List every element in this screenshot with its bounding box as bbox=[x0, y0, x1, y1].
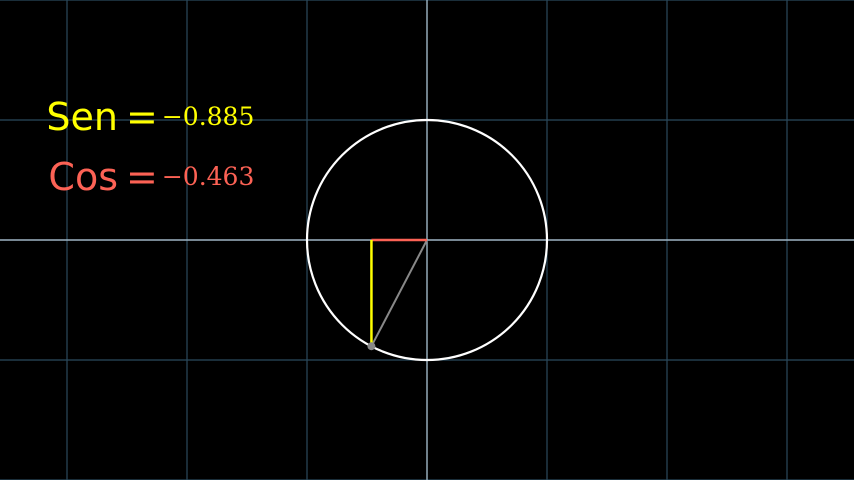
cosine-value: −0.463 bbox=[161, 162, 255, 191]
sine-value: −0.885 bbox=[161, 102, 255, 131]
sine-equals-sign: = bbox=[126, 95, 158, 139]
angle-point bbox=[367, 342, 376, 351]
unit-circle bbox=[305, 118, 549, 362]
radius-line bbox=[370, 239, 428, 347]
sine-readout: Sen = −0.885 bbox=[0, 95, 254, 139]
cosine-equals-sign: = bbox=[126, 155, 158, 199]
cosine-label: Cos bbox=[48, 155, 118, 199]
cosine-readout: Cos = −0.463 bbox=[0, 155, 254, 199]
sine-label: Sen bbox=[46, 95, 118, 139]
